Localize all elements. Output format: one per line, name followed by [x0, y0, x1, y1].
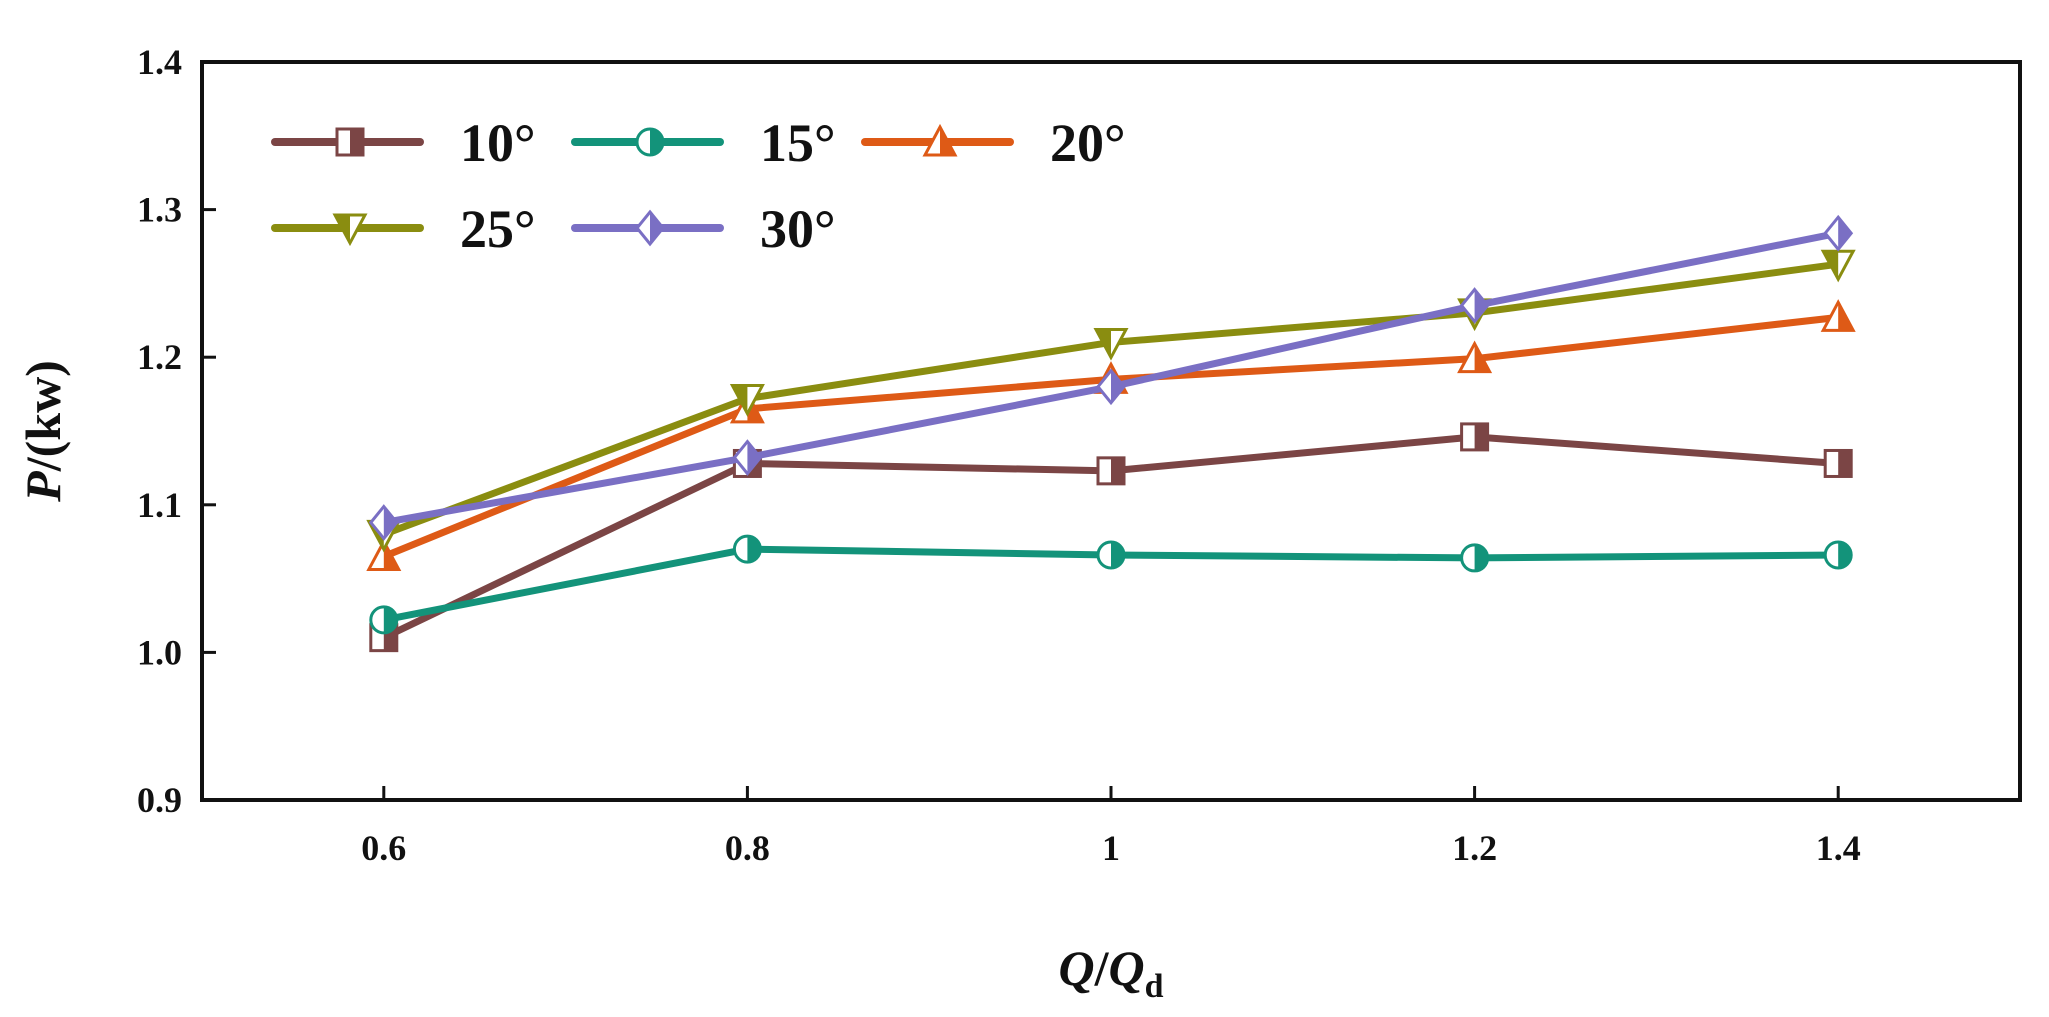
marker-fill [1838, 302, 1854, 331]
marker-fill [732, 385, 748, 414]
legend-label: 10° [460, 113, 536, 173]
marker-fill [335, 215, 350, 243]
data-point [369, 605, 399, 635]
series-30-deg [368, 214, 1854, 541]
y-tick-label: 1.3 [137, 190, 182, 230]
legend-label: 30° [760, 199, 836, 259]
marker-fill [383, 506, 397, 539]
data-point [732, 534, 762, 564]
y-axis-title: P/(kw) [15, 360, 71, 503]
legend-marker [922, 123, 958, 157]
data-point [1096, 456, 1126, 486]
legend-item: 15° [571, 113, 836, 173]
legend-item: 25° [271, 199, 536, 259]
y-axis-title-rest: /(kw) [15, 360, 71, 472]
marker-fill [1823, 251, 1839, 280]
marker-fill [650, 129, 663, 155]
marker-fill [1111, 541, 1124, 568]
data-point [1823, 448, 1853, 478]
data-point [1823, 540, 1853, 570]
legend-item: 10° [271, 113, 536, 173]
x-tick-label: 1.2 [1452, 828, 1497, 868]
marker-fill [1474, 343, 1490, 372]
data-point [1820, 299, 1856, 332]
marker-fill [1838, 217, 1852, 250]
x-tick-label: 1.4 [1816, 828, 1861, 868]
legend-label: 20° [1050, 113, 1126, 173]
marker-fill [747, 441, 761, 474]
x-tick-label: 0.6 [361, 828, 406, 868]
data-point [1096, 368, 1126, 406]
marker-fill [1096, 329, 1111, 358]
marker-fill [1111, 370, 1124, 403]
x-axis-title-sep: / [1094, 940, 1110, 996]
data-point [1093, 327, 1129, 361]
data-point [368, 504, 399, 541]
legend-label: 15° [760, 113, 836, 173]
marker-fill [350, 129, 363, 155]
x-axis-title-denom: Q [1108, 940, 1144, 996]
marker-fill [1474, 289, 1488, 322]
marker-fill [650, 212, 663, 244]
legend-marker [635, 127, 665, 157]
y-tick-label: 1.4 [137, 42, 182, 82]
legend-marker [635, 209, 665, 247]
data-point [729, 384, 765, 417]
legend-marker [335, 127, 365, 157]
y-tick-label: 1.2 [137, 337, 182, 377]
x-axis-title-main: Q [1058, 940, 1094, 996]
series-15-deg [369, 534, 1853, 635]
y-tick-label: 0.9 [137, 780, 182, 820]
y-tick-label: 1.0 [137, 632, 182, 672]
marker-fill [940, 127, 955, 155]
marker-fill [383, 606, 397, 633]
x-axis-title: Q/Qd [1058, 940, 1163, 1005]
x-tick-label: 1 [1102, 828, 1120, 868]
marker-fill [383, 541, 399, 570]
legend-label: 25° [460, 199, 536, 259]
x-tick-label: 0.8 [725, 828, 770, 868]
y-axis-title-main: P [15, 471, 71, 503]
marker-fill [1838, 541, 1852, 568]
data-point [1457, 340, 1493, 374]
data-point [366, 538, 402, 571]
y-tick-label: 1.1 [137, 485, 182, 525]
legend-marker [332, 213, 368, 247]
marker-fill [1474, 423, 1488, 450]
data-point [1460, 422, 1490, 452]
marker-fill [747, 536, 761, 563]
data-point [1459, 287, 1490, 324]
data-point [1823, 214, 1854, 252]
data-point [1096, 540, 1126, 570]
data-point [732, 439, 763, 476]
legend-item: 30° [571, 199, 836, 259]
x-axis-title-sub: d [1145, 968, 1164, 1005]
legend-item: 20° [861, 113, 1126, 173]
marker-fill [1838, 450, 1852, 477]
legend: 10° 15° 20° 25° 30° [271, 113, 1126, 259]
marker-fill [1111, 457, 1124, 484]
data-point [1460, 543, 1490, 573]
marker-fill [1474, 544, 1488, 571]
